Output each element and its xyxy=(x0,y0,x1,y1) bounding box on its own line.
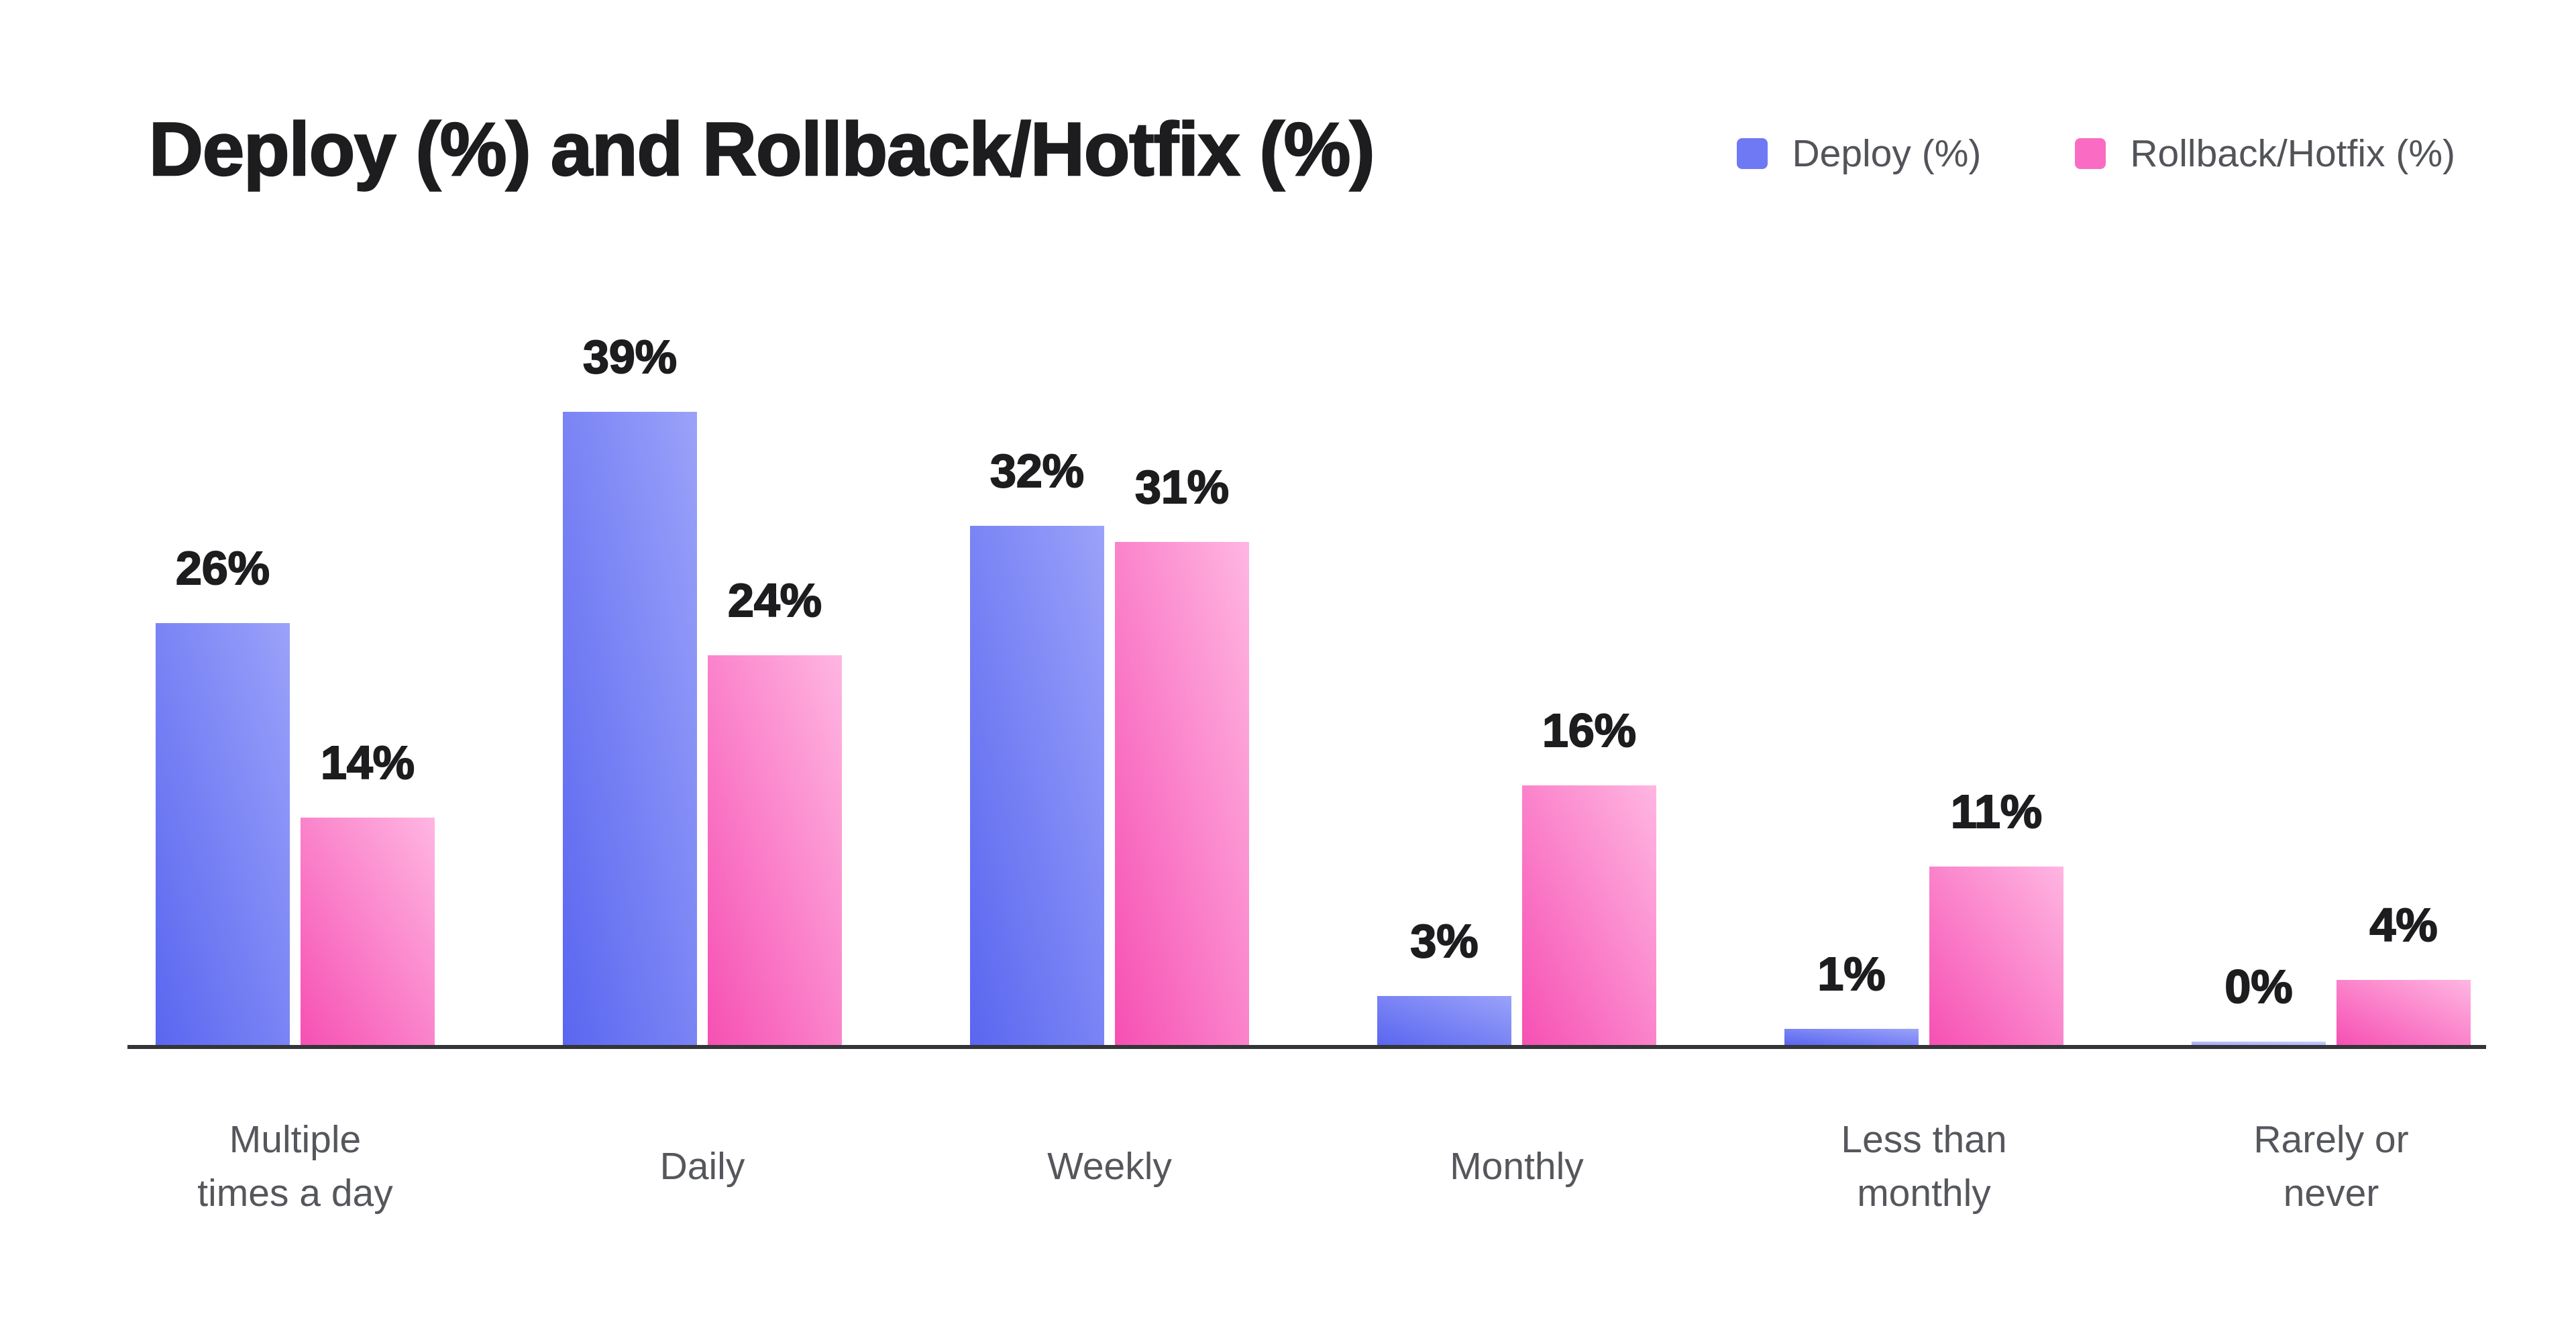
bar-group: 32% 31% xyxy=(970,444,1249,1045)
legend-item: Rollback/Hotfix (%) xyxy=(2075,131,2455,176)
category-label: Multiple times a day xyxy=(127,1103,463,1231)
bar-deploy xyxy=(1377,996,1511,1045)
chart-title: Deploy (%) and Rollback/Hotfix (%) xyxy=(148,107,1376,192)
bar-rollback xyxy=(1115,542,1249,1045)
value-label: 31% xyxy=(1134,460,1230,514)
bar-column: 39% xyxy=(563,330,697,1045)
category-label-line: Rarely or xyxy=(2253,1118,2409,1162)
bar-deploy xyxy=(563,412,697,1045)
category-label-line: Monthly xyxy=(1450,1145,1584,1188)
bar-rollback xyxy=(708,655,842,1045)
legend-swatch-icon xyxy=(1737,138,1768,169)
value-label: 26% xyxy=(175,541,270,595)
bar-group: 26% 14% xyxy=(156,541,435,1045)
value-label: 14% xyxy=(320,736,415,789)
category-label: Weekly xyxy=(942,1103,1277,1231)
bar-column: 31% xyxy=(1115,460,1249,1045)
value-label: 1% xyxy=(1817,947,1886,1001)
bar-column: 16% xyxy=(1522,704,1656,1045)
category-label-line: never xyxy=(2283,1172,2379,1215)
value-label: 11% xyxy=(1950,785,2043,838)
legend-label: Rollback/Hotfix (%) xyxy=(2130,132,2455,175)
category-label: Daily xyxy=(535,1103,870,1231)
bar-group: 3% 16% xyxy=(1377,704,1656,1045)
bar-rollback xyxy=(1929,867,2063,1045)
bar-column: 11% xyxy=(1929,785,2063,1045)
category-label: Rarely or never xyxy=(2163,1103,2499,1231)
bar-column: 24% xyxy=(708,573,842,1045)
category-label-line: times a day xyxy=(197,1172,393,1215)
bar-deploy xyxy=(2192,1042,2326,1045)
value-label: 39% xyxy=(582,330,678,384)
bar-group: 0% 4% xyxy=(2192,898,2471,1045)
bar-deploy xyxy=(1784,1029,1919,1045)
legend-item: Deploy (%) xyxy=(1737,131,1981,176)
x-axis-labels: Multiple times a day Daily Weekly Monthly Les… xyxy=(127,1103,2486,1237)
bar-column: 3% xyxy=(1377,914,1511,1045)
bar-group: 1% 11% xyxy=(1784,785,2063,1045)
category-label: Less than monthly xyxy=(1756,1103,2092,1231)
value-label: 24% xyxy=(727,573,822,627)
bar-column: 14% xyxy=(301,736,435,1045)
category-label-line: Multiple xyxy=(229,1118,362,1162)
bar-column: 4% xyxy=(2337,898,2471,1045)
value-label: 0% xyxy=(2224,960,2293,1013)
bar-rollback xyxy=(1522,785,1656,1045)
legend-swatch-icon xyxy=(2075,138,2106,169)
category-label-line: Weekly xyxy=(1047,1145,1172,1188)
value-label: 32% xyxy=(989,444,1085,498)
category-label: Monthly xyxy=(1349,1103,1684,1231)
bar-column: 32% xyxy=(970,444,1104,1045)
legend-label: Deploy (%) xyxy=(1792,132,1982,175)
bar-column: 26% xyxy=(156,541,290,1045)
bar-deploy xyxy=(156,623,290,1045)
bar-group: 39% 24% xyxy=(563,330,842,1045)
bar-column: 0% xyxy=(2192,960,2326,1045)
bar-rollback xyxy=(2337,980,2471,1045)
legend: Deploy (%) Rollback/Hotfix (%) xyxy=(1737,131,2455,176)
category-label-line: monthly xyxy=(1857,1172,1991,1215)
x-axis-line xyxy=(127,1045,2486,1049)
value-label: 4% xyxy=(2369,898,2438,952)
bar-deploy xyxy=(970,526,1104,1045)
bar-column: 1% xyxy=(1784,947,1919,1045)
value-label: 3% xyxy=(1409,914,1479,968)
value-label: 16% xyxy=(1542,704,1637,757)
category-label-line: Daily xyxy=(659,1145,745,1188)
bar-rollback xyxy=(301,818,435,1045)
category-label-line: Less than xyxy=(1841,1118,2007,1162)
plot-area: 26% 14% 39% 24% 32% 31% 3% 16% 1% 11% 0% 4% xyxy=(127,0,2486,1049)
